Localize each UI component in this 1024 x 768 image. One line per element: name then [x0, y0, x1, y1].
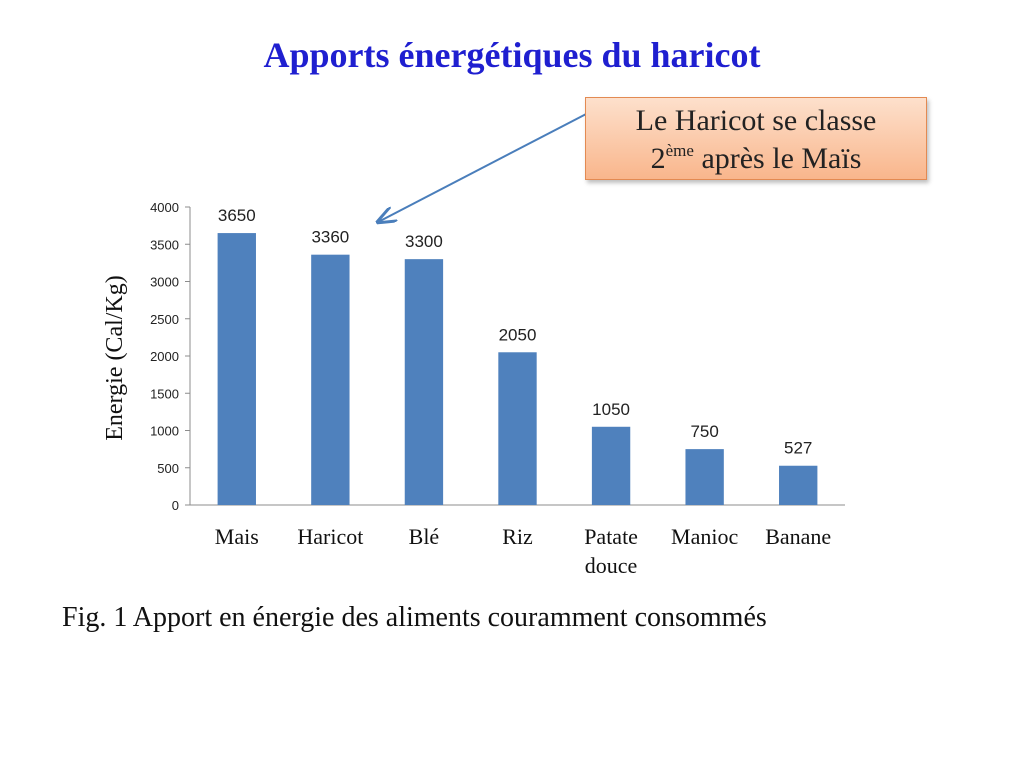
data-label: 527 [784, 439, 812, 458]
x-tick-label: douce [585, 553, 638, 578]
x-tick-label: Blé [409, 524, 440, 549]
y-tick-label: 4000 [150, 200, 179, 215]
annotation-callout: Le Haricot se classe 2ème après le Maïs [585, 97, 927, 180]
bar [779, 465, 818, 505]
x-tick-label: Mais [215, 524, 259, 549]
x-tick-label: Banane [765, 524, 831, 549]
data-label: 3300 [405, 232, 443, 251]
callout-arrow [378, 111, 591, 222]
y-tick-label: 1000 [150, 424, 179, 439]
callout-rank-suffix: ème [665, 141, 694, 160]
callout-line2-text: après le Maïs [693, 142, 862, 175]
figure-caption: Fig. 1 Apport en énergie des aliments co… [62, 602, 767, 633]
bar [685, 449, 724, 505]
bar [498, 352, 537, 505]
y-tick-label: 3500 [150, 237, 179, 252]
x-tick-label: Haricot [297, 524, 363, 549]
x-tick-label: Riz [502, 524, 533, 549]
bar [311, 254, 350, 505]
y-tick-label: 1500 [150, 386, 179, 401]
x-tick-label: Patate [584, 524, 638, 549]
x-tick-label: Manioc [671, 524, 738, 549]
bar [217, 233, 256, 505]
y-axis-label: Energie (Cal/Kg) [102, 275, 128, 441]
data-label: 1050 [592, 400, 630, 419]
callout-rank: 2 [650, 142, 666, 175]
data-label: 3360 [311, 228, 349, 247]
data-label: 3650 [218, 206, 256, 225]
y-tick-label: 3000 [150, 275, 179, 290]
y-tick-label: 0 [172, 498, 179, 513]
data-label: 2050 [499, 325, 537, 344]
bar [591, 426, 631, 505]
slide-title: Apports énergétiques du haricot [263, 35, 761, 75]
callout-line1: Le Haricot se classe [635, 104, 877, 137]
data-label: 750 [690, 422, 718, 441]
y-tick-label: 2500 [150, 312, 179, 327]
y-tick-label: 500 [157, 461, 179, 476]
y-tick-label: 2000 [150, 349, 179, 364]
bar [404, 259, 444, 505]
callout-line2: 2ème après le Maïs [586, 140, 926, 178]
